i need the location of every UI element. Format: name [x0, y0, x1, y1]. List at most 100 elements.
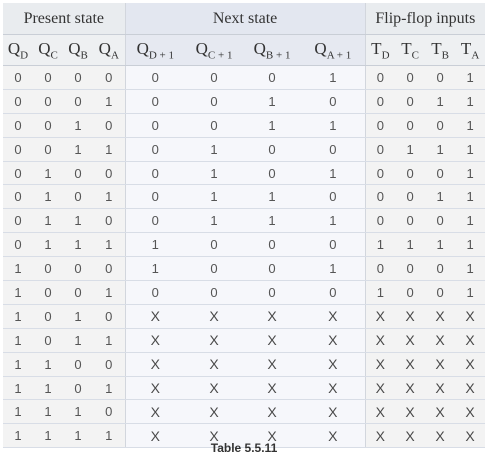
table-cell: 0 — [3, 161, 33, 186]
table-cell: 1 — [93, 89, 126, 114]
table-cell: X — [365, 423, 396, 449]
table-cell: 0 — [395, 208, 426, 234]
table-cell: 1 — [63, 137, 93, 162]
table-cell: X — [365, 352, 396, 377]
column-header-base: Q — [136, 38, 149, 58]
column-header-subscript: A — [110, 49, 119, 62]
table-cell: 0 — [125, 65, 186, 90]
table-cell: 0 — [125, 113, 186, 138]
table-cell: 0 — [185, 65, 244, 90]
present-state-header: Present state — [3, 3, 126, 35]
column-header-subscript: D — [381, 49, 390, 62]
table-cell: 1 — [93, 137, 126, 162]
table-cell: 0 — [395, 184, 426, 210]
table-cell: 1 — [33, 208, 63, 234]
table-cell: 0 — [3, 232, 33, 258]
table-cell: 0 — [3, 137, 33, 162]
table-caption: Table 5.5.11 — [210, 441, 278, 455]
table-cell: 0 — [425, 65, 456, 90]
table-cell: X — [185, 399, 244, 425]
table-cell: 1 — [33, 399, 63, 425]
column-header-base: Q — [68, 38, 81, 58]
table-cell: 0 — [93, 161, 126, 186]
column-header-subscript: C — [50, 49, 58, 62]
table-cell: X — [395, 304, 426, 329]
table-cell: 0 — [125, 280, 186, 305]
table-cell: 0 — [243, 232, 302, 258]
column-header: TA — [455, 34, 486, 66]
table-cell: 1 — [455, 65, 486, 90]
table-cell: 1 — [3, 376, 33, 401]
table-cell: 0 — [3, 65, 33, 90]
table-cell: 0 — [63, 280, 93, 305]
table-cell: 0 — [93, 399, 126, 425]
table-cell: 0 — [243, 137, 302, 162]
table-cell: 0 — [63, 184, 93, 210]
table-cell: 0 — [243, 161, 302, 186]
table-cell: 0 — [301, 89, 366, 114]
table-cell: 1 — [455, 184, 486, 210]
table-cell: 0 — [63, 376, 93, 401]
table-cell: 1 — [455, 256, 486, 282]
column-header: QD + 1 — [125, 34, 186, 66]
table-cell: 1 — [455, 232, 486, 258]
table-cell: 0 — [33, 65, 63, 90]
next-state-header: Next state — [125, 3, 366, 35]
table-cell: 1 — [455, 113, 486, 138]
table-cell: 0 — [185, 113, 244, 138]
column-header-base: Q — [7, 38, 21, 58]
table-cell: 0 — [3, 184, 33, 210]
table-cell: 1 — [63, 399, 93, 425]
column-header: TB — [425, 34, 456, 66]
table-cell: 1 — [33, 423, 63, 449]
column-header: QB — [63, 34, 93, 66]
table-cell: 0 — [93, 113, 126, 138]
table-cell: 1 — [63, 232, 93, 258]
table-cell: X — [395, 423, 426, 449]
table-cell: X — [301, 352, 366, 377]
table-cell: 1 — [63, 208, 93, 234]
table-cell: X — [395, 399, 426, 425]
table-cell: 1 — [3, 280, 33, 305]
table-cell: 1 — [3, 328, 33, 353]
table-cell: X — [455, 376, 486, 401]
table-cell: 1 — [63, 423, 93, 449]
column-header-subscript: C — [411, 49, 419, 62]
column-header-base: T — [371, 38, 382, 58]
table-cell: 0 — [301, 280, 366, 305]
table-cell: 0 — [365, 256, 396, 282]
table-cell: X — [243, 328, 302, 353]
table-cell: 0 — [243, 280, 302, 305]
table-cell: X — [185, 352, 244, 377]
column-header: QB + 1 — [243, 34, 302, 66]
table-cell: X — [455, 304, 486, 329]
column-header: QC + 1 — [185, 34, 244, 66]
table-cell: 1 — [455, 89, 486, 114]
table-cell: 0 — [33, 137, 63, 162]
table-cell: 0 — [365, 65, 396, 90]
table-cell: 0 — [185, 89, 244, 114]
table-cell: X — [125, 304, 186, 329]
table-cell: 0 — [33, 256, 63, 282]
table-cell: 1 — [395, 232, 426, 258]
table-cell: 1 — [365, 232, 396, 258]
table-cell: 1 — [301, 65, 366, 90]
column-header-subscript: B — [441, 49, 449, 62]
column-header-subscript: B + 1 — [265, 49, 291, 62]
state-table-container: Present state Next state Flip-flop input… — [3, 3, 486, 449]
table-cell: 0 — [125, 89, 186, 114]
table-cell: 1 — [185, 161, 244, 186]
table-cell: 1 — [93, 184, 126, 210]
table-cell: 0 — [63, 256, 93, 282]
table-cell: X — [243, 304, 302, 329]
table-cell: 1 — [455, 280, 486, 305]
table-cell: 0 — [395, 161, 426, 186]
table-cell: 0 — [93, 208, 126, 234]
table-cell: 1 — [33, 184, 63, 210]
